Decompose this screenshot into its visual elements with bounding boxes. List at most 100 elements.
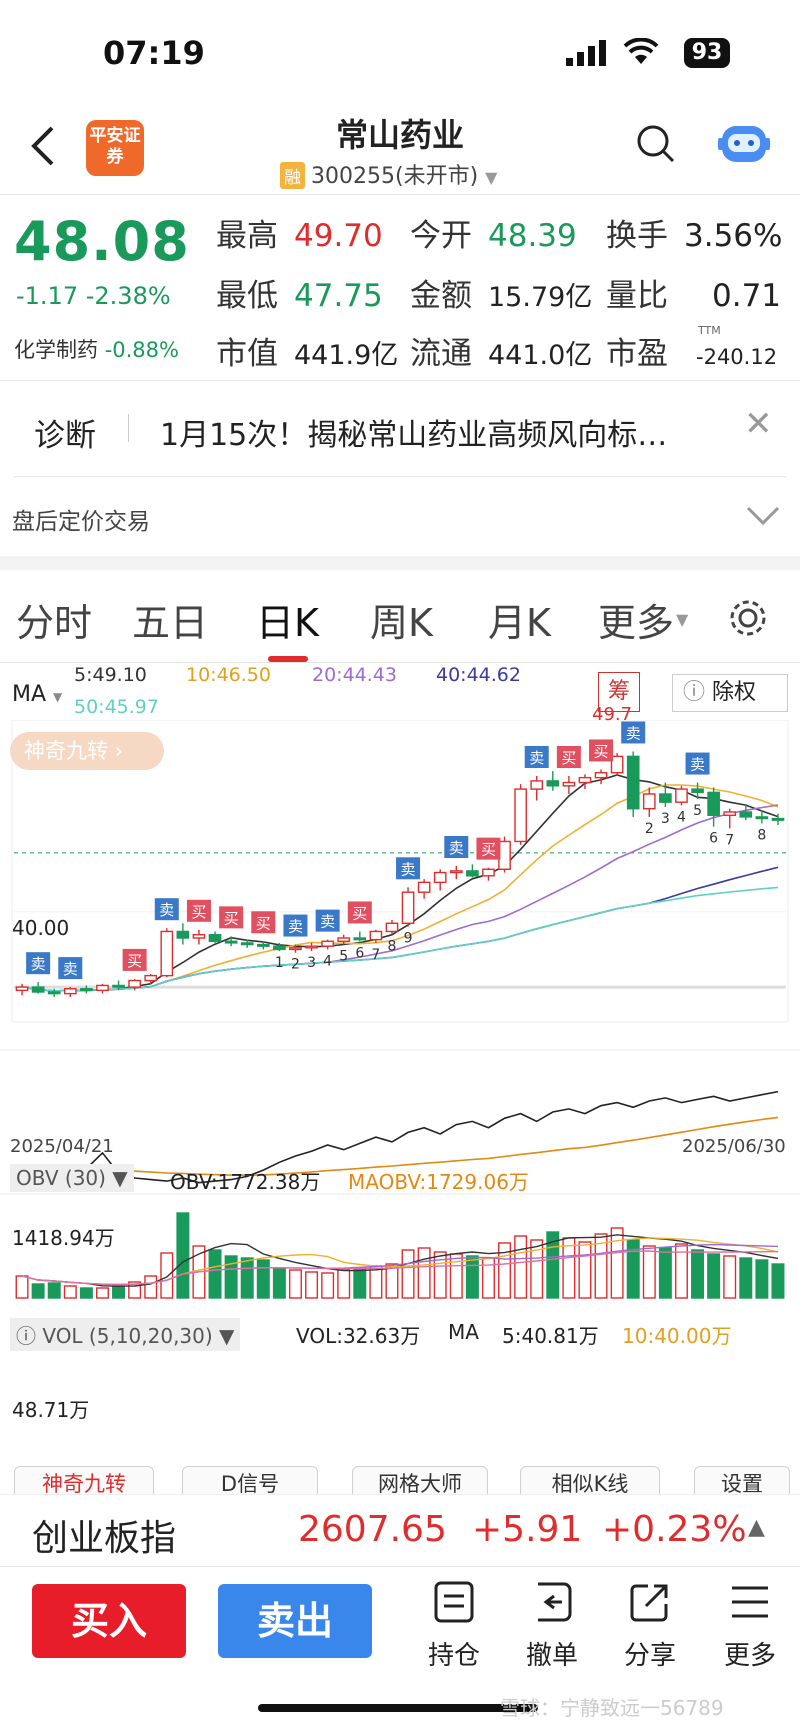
signal-marker-text: 卖 bbox=[690, 756, 705, 774]
turnover-value: 3.56% bbox=[684, 218, 783, 254]
after-hours-row[interactable]: 盘后定价交易 bbox=[0, 476, 800, 554]
vol-axis-label: 48.71万 bbox=[12, 1398, 90, 1422]
info-icon: ⓘ bbox=[683, 680, 706, 705]
price-change: -1.17 -2.38% bbox=[16, 282, 171, 310]
vol-selector[interactable]: ⓘ VOL (5,10,20,30) ▼ bbox=[10, 1318, 241, 1351]
ex-rights-button[interactable]: ⓘ 除权 bbox=[672, 674, 788, 712]
positions-label: 持仓 bbox=[427, 1641, 480, 1671]
chevron-up-icon[interactable]: ▲ bbox=[748, 1515, 765, 1540]
signal-marker bbox=[524, 746, 549, 768]
volume-bar bbox=[256, 1259, 270, 1299]
nine-turn-count: 4 bbox=[323, 953, 332, 969]
share-icon bbox=[630, 1584, 668, 1622]
volume-bar bbox=[160, 1252, 174, 1299]
volume-bar bbox=[498, 1242, 512, 1299]
signal-marker bbox=[26, 952, 51, 975]
period-tabs: 分时 五日 日K 周K 月K 更多 ▼ bbox=[0, 580, 800, 662]
tab-monthly-k[interactable]: 月K bbox=[488, 601, 551, 645]
candle-body bbox=[401, 891, 415, 924]
nine-turn-count: 4 bbox=[677, 809, 686, 825]
candle-body bbox=[160, 930, 174, 977]
robot-assistant-icon[interactable] bbox=[716, 118, 772, 170]
float-cap-label: 流通 bbox=[410, 336, 472, 372]
candle-body bbox=[498, 840, 511, 870]
volume-bar bbox=[401, 1249, 415, 1299]
cancel-order-button[interactable]: 撤单 bbox=[512, 1580, 592, 1672]
industry-change[interactable]: 化学制药 -0.88% bbox=[14, 334, 179, 364]
candle-body bbox=[176, 930, 190, 939]
positions-button[interactable]: 持仓 bbox=[414, 1580, 494, 1672]
change-pct: -2.38% bbox=[85, 282, 171, 310]
signal-marker-text: 卖 bbox=[31, 955, 46, 973]
gear-icon[interactable] bbox=[728, 598, 768, 638]
volume-bar bbox=[369, 1265, 383, 1299]
tab-weekly-k[interactable]: 周K bbox=[370, 601, 433, 645]
change-value: -1.17 bbox=[16, 282, 79, 310]
ma-selector[interactable]: MA ▼ bbox=[12, 682, 63, 707]
bottom-action-bar: 买入 卖出 持仓 撤单 分享 更多 雪球：宁静致远一56789 bbox=[0, 1580, 800, 1732]
obv-selector[interactable]: OBV (30) ▼ bbox=[10, 1164, 134, 1192]
nine-turn-count: 2 bbox=[291, 957, 300, 973]
back-icon[interactable] bbox=[30, 126, 56, 166]
chip-distribution-button[interactable]: 筹 bbox=[598, 672, 640, 712]
quote-panel: 48.08 -1.17 -2.38% 化学制药 -0.88% 最高 49.70 今… bbox=[0, 196, 800, 381]
maobv-line bbox=[21, 1116, 779, 1178]
diagnosis-banner[interactable]: 诊断 1月15次！揭秘常山药业高频风向标… ✕ bbox=[0, 380, 800, 476]
nine-turn-count: 3 bbox=[661, 811, 670, 827]
search-icon[interactable] bbox=[636, 124, 676, 164]
share-button[interactable]: 分享 bbox=[610, 1580, 690, 1672]
volume-bar bbox=[15, 1275, 29, 1299]
vol-ma-label: MA bbox=[448, 1320, 479, 1344]
buy-button[interactable]: 买入 bbox=[32, 1584, 186, 1658]
close-icon[interactable]: ✕ bbox=[744, 404, 773, 444]
open-field: 今开 48.39 bbox=[410, 210, 577, 255]
candle-body bbox=[256, 943, 270, 947]
signal-marker-text: 卖 bbox=[529, 749, 544, 767]
high-value: 49.70 bbox=[294, 218, 383, 254]
signal-marker bbox=[315, 909, 340, 932]
volume-bar bbox=[642, 1245, 656, 1299]
ma10-value: 10:46.50 bbox=[186, 664, 271, 686]
ex-rights-label: 除权 bbox=[712, 680, 757, 705]
volume-ratio-field: 量比 0.71 bbox=[606, 270, 781, 315]
tab-more[interactable]: 更多 bbox=[598, 601, 675, 645]
market-cap-value: 441.9亿 bbox=[294, 340, 399, 371]
volume-bar bbox=[755, 1259, 769, 1299]
candle-body bbox=[659, 793, 672, 803]
candle-body bbox=[128, 979, 141, 988]
candle-body bbox=[385, 922, 399, 933]
volume-bar bbox=[594, 1233, 608, 1299]
kline-chart[interactable]: 卖卖买卖买买买卖卖买卖卖 买卖买买卖卖1 2 3 4 5 6 78923 4 56 7 8 bbox=[0, 720, 800, 1480]
tab-five-day[interactable]: 五日 bbox=[132, 601, 209, 645]
signal-marker bbox=[154, 898, 179, 921]
chevron-down-icon[interactable]: ▼ bbox=[485, 168, 498, 187]
volume-bar bbox=[433, 1251, 447, 1299]
signal-marker bbox=[283, 914, 308, 937]
status-bar: 07:19 93 bbox=[0, 0, 800, 100]
volume-bar bbox=[353, 1267, 367, 1299]
candle-body bbox=[594, 772, 608, 779]
signal-marker-text: 卖 bbox=[401, 860, 416, 878]
more-button[interactable]: 更多 bbox=[710, 1580, 790, 1672]
signal-marker-text: 卖 bbox=[626, 724, 641, 742]
candle-body bbox=[337, 937, 351, 942]
sell-button[interactable]: 卖出 bbox=[218, 1584, 372, 1658]
tab-daily-k[interactable]: 日K bbox=[256, 601, 319, 645]
volume-ratio-value: 0.71 bbox=[712, 278, 782, 314]
section-gap bbox=[0, 556, 800, 570]
vol-ma10-value: 10:40.00万 bbox=[622, 1324, 732, 1348]
tab-intraday[interactable]: 分时 bbox=[16, 601, 93, 645]
magic-nine-badge[interactable]: 神奇九转 › bbox=[10, 732, 164, 770]
share-label: 分享 bbox=[623, 1641, 676, 1671]
chevron-down-icon[interactable] bbox=[746, 506, 780, 526]
volume-bar bbox=[514, 1235, 528, 1299]
divider bbox=[128, 414, 129, 442]
volume-bar bbox=[658, 1247, 672, 1299]
candle-body bbox=[530, 780, 544, 790]
ma40-value: 40:44.62 bbox=[436, 664, 521, 686]
nine-turn-count: 9 bbox=[404, 931, 413, 947]
high-field: 最高 49.70 bbox=[216, 210, 383, 255]
turnover-label: 换手 bbox=[606, 218, 668, 254]
nine-turn-count: 7 bbox=[725, 832, 734, 848]
index-ticker[interactable]: 创业板指 2607.65 +5.91 +0.23% ▲ bbox=[0, 1494, 800, 1566]
